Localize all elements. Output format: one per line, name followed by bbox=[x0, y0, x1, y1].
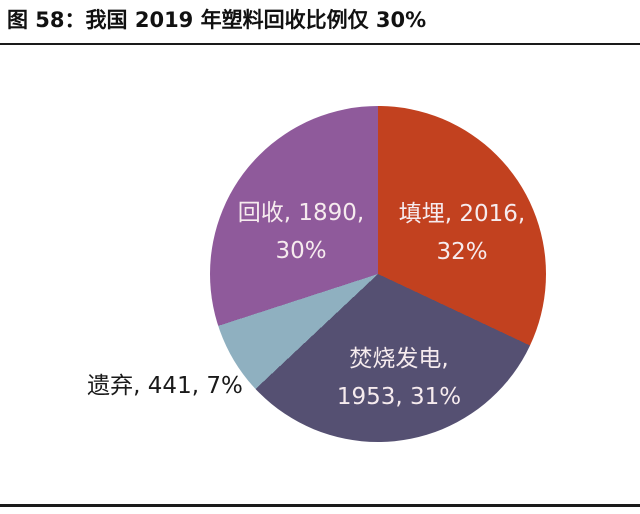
slice-label-line: 遗弃, 441, 7% bbox=[87, 373, 243, 399]
slice-label-line: 32% bbox=[436, 239, 488, 265]
slice-label-incineration: 焚烧发电, 1953, 31% bbox=[337, 340, 461, 416]
pie-circle bbox=[210, 106, 546, 442]
slice-label-discard: 遗弃, 441, 7% bbox=[87, 367, 243, 405]
slice-label-line: 焚烧发电, bbox=[349, 346, 449, 372]
slice-label-line: 1953, 31% bbox=[336, 384, 462, 410]
title-divider bbox=[0, 43, 640, 45]
slice-label-line: 回收, 1890, bbox=[237, 200, 365, 226]
slice-label-line: 填埋, 2016, bbox=[398, 201, 526, 227]
slice-label-landfill: 填埋, 2016, 32% bbox=[399, 195, 525, 271]
bottom-divider bbox=[0, 504, 640, 507]
slice-label-recycle: 回收, 1890, 30% bbox=[238, 194, 364, 270]
figure-title: 图 58：我国 2019 年塑料回收比例仅 30% bbox=[7, 8, 427, 32]
pie-chart: 填埋, 2016, 32% 焚烧发电, 1953, 31% 遗弃, 441, 7… bbox=[0, 45, 640, 504]
slice-label-line: 30% bbox=[275, 238, 327, 264]
